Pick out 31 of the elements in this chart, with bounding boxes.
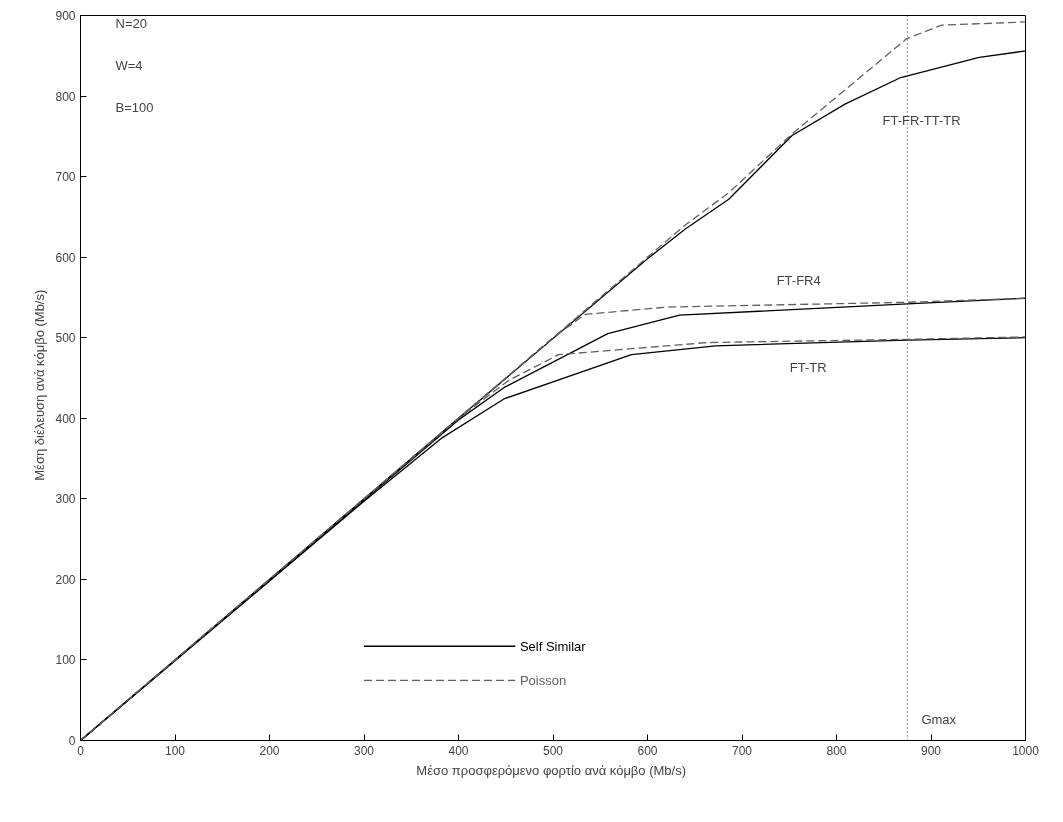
text: Poisson	[519, 672, 567, 688]
annotation: FT-FR4	[776, 272, 821, 288]
y-tick-label: 600	[55, 250, 76, 265]
annotation: FT-FR-TT-TR	[882, 113, 961, 129]
y-tick-label: 300	[55, 492, 76, 507]
y-tick-label: 200	[55, 572, 76, 587]
y-tick-label: 400	[55, 411, 76, 426]
annotation: FT-TR	[789, 359, 827, 375]
x-tick-label: 100	[164, 743, 186, 758]
x-tick-label: 1000	[1012, 743, 1040, 758]
x-tick-label: 400	[448, 743, 469, 758]
annotation: B=100	[115, 99, 154, 115]
x-tick-label: 800	[826, 743, 847, 758]
y-tick-label: 500	[55, 331, 76, 346]
x-tick-label: 900	[920, 743, 942, 758]
x-tick-label: 200	[259, 743, 280, 758]
x-tick-label: 500	[542, 743, 564, 758]
y-axis-title: Μέση διέλευση ανά κόμβο (Mb/s)	[32, 289, 48, 481]
y-tick-label: 100	[55, 653, 76, 668]
y-tick-label: 900	[55, 9, 76, 23]
x-tick-label: 600	[637, 743, 658, 758]
annotation: W=4	[115, 57, 143, 73]
x-tick-label: 700	[731, 743, 753, 758]
y-tick-label: 700	[55, 170, 76, 185]
x-axis-title: Μέσο προσφερόμενο φορτίο ανά κόμβο (Mb/s)	[416, 762, 687, 778]
ref-line-label: Gmax	[921, 711, 957, 727]
text: Self Similar	[519, 638, 587, 654]
y-tick-label: 0	[68, 734, 76, 748]
annotation: N=20	[115, 15, 147, 31]
x-tick-label: 300	[353, 743, 375, 758]
y-tick-label: 800	[55, 89, 76, 104]
